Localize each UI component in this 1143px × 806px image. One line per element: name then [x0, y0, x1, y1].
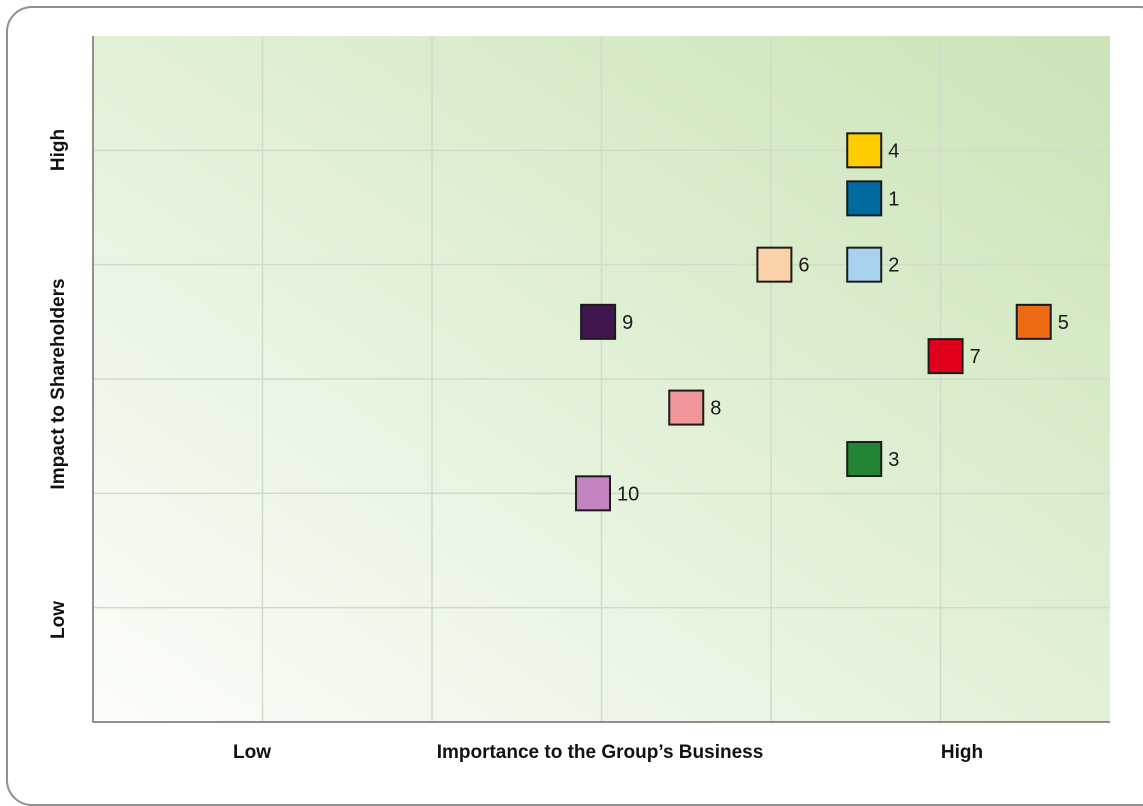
risk-marker-6: [756, 246, 793, 283]
risk-label-6: 6: [798, 255, 809, 277]
risk-matrix-chart: 4 1 2 6 9 5 7 8 3 10 Low Importance to the Group’…: [48, 36, 1110, 763]
y-axis-low-label: Low: [48, 601, 69, 639]
risk-label-4: 4: [888, 140, 899, 162]
risk-label-5: 5: [1058, 312, 1069, 334]
y-axis-high-label: High: [48, 129, 69, 171]
risk-marker-4: [846, 132, 883, 169]
risk-label-7: 7: [970, 346, 981, 368]
risk-label-1: 1: [888, 188, 899, 210]
risk-label-8: 8: [710, 398, 721, 420]
y-axis-title: Impact to Shareholders: [48, 278, 69, 489]
risk-marker-8: [668, 389, 705, 426]
risk-marker-7: [927, 338, 964, 375]
risk-label-9: 9: [622, 312, 633, 334]
x-axis-title: Importance to the Group’s Business: [437, 742, 764, 763]
risk-marker-1: [846, 180, 883, 217]
risk-label-2: 2: [888, 255, 899, 277]
data-points: 4 1 2 6 9 5 7 8 3 10: [575, 132, 1069, 512]
risk-marker-5: [1015, 303, 1052, 340]
risk-marker-9: [580, 303, 617, 340]
x-axis-high-label: High: [941, 742, 983, 763]
risk-marker-10: [575, 475, 612, 512]
risk-label-10: 10: [617, 483, 639, 505]
risk-marker-2: [846, 246, 883, 283]
risk-label-3: 3: [888, 449, 899, 471]
x-axis-low-label: Low: [233, 742, 271, 763]
risk-marker-3: [846, 441, 883, 478]
plot-axes: [92, 36, 1110, 723]
